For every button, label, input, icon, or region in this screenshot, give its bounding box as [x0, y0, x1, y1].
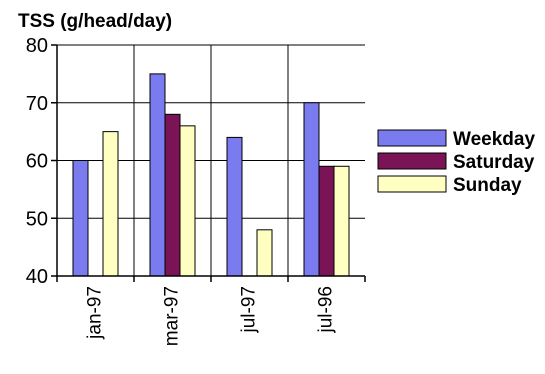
- legend-swatch-saturday: [377, 152, 447, 170]
- bar-sunday-jul-97: [256, 229, 273, 277]
- y-tick-label-80: 80: [26, 35, 48, 57]
- x-tick-label-mar-97: mar-97: [162, 286, 183, 346]
- legend-label-weekday: Weekday: [453, 129, 535, 150]
- x-tick-label-jul-96: jul-96: [316, 286, 337, 333]
- bar-saturday-jul-96: [318, 165, 335, 277]
- y-tick-label-40: 40: [26, 266, 48, 288]
- x-tick-label-jul-97: jul-97: [239, 286, 260, 333]
- bar-sunday-jul-96: [333, 165, 350, 277]
- bar-weekday-jul-97: [226, 136, 243, 277]
- bar-saturday-mar-97: [164, 113, 181, 277]
- x-tick-label-jan-97: jan-97: [85, 286, 106, 340]
- plot-area: 40 50 60 70 80 jan-97 mar-97 jul-97 jul-96: [26, 35, 366, 346]
- legend-label-saturday: Saturday: [453, 152, 535, 173]
- chart-title: TSS (g/head/day): [18, 11, 172, 32]
- y-tick-label-50: 50: [26, 208, 48, 230]
- bar-weekday-jul-96: [303, 102, 320, 277]
- y-tick-label-60: 60: [26, 151, 48, 173]
- bar-sunday-jan-97: [102, 131, 119, 277]
- bar-sunday-mar-97: [179, 125, 196, 277]
- legend-swatch-sunday: [377, 175, 447, 193]
- legend-swatch-weekday: [377, 129, 447, 147]
- bar-weekday-mar-97: [149, 73, 166, 277]
- y-tick-label-70: 70: [26, 93, 48, 115]
- bar-weekday-jan-97: [72, 160, 89, 277]
- legend-label-sunday: Sunday: [453, 175, 522, 196]
